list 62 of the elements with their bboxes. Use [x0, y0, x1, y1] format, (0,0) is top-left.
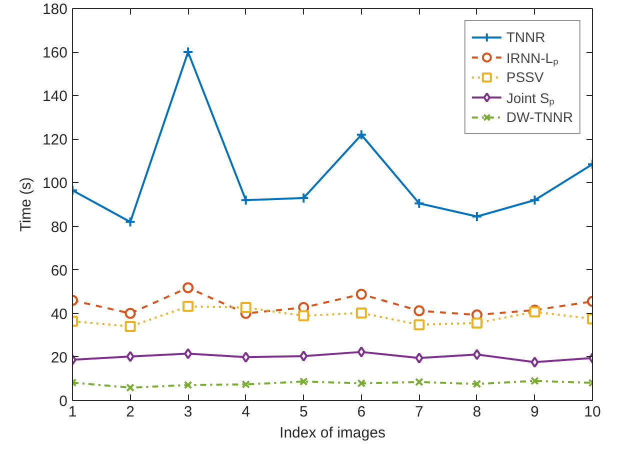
point [124, 320, 136, 332]
point [357, 346, 366, 358]
point [415, 352, 424, 364]
y-tick-label: 60 [50, 262, 68, 280]
x-tick-label: 5 [299, 404, 308, 420]
x-tick-label: 4 [242, 404, 250, 420]
point [356, 307, 367, 318]
point [414, 319, 425, 330]
point [530, 376, 539, 386]
x-tick-label: 10 [584, 404, 601, 420]
point [240, 194, 252, 206]
point [182, 46, 194, 58]
y-axis-title: Time (s) [17, 177, 34, 232]
point [414, 305, 425, 316]
legend-label: PSSV [506, 68, 544, 86]
point [299, 377, 308, 386]
x-tick-label: 2 [126, 404, 134, 420]
point [356, 288, 367, 300]
y-tick-label: 20 [50, 349, 68, 366]
point [242, 380, 250, 389]
point [414, 378, 424, 386]
point [298, 310, 310, 322]
point [357, 379, 366, 388]
point [124, 216, 136, 228]
point [300, 350, 308, 362]
x-tick-label: 3 [184, 404, 192, 420]
y-tick-label: 140 [42, 88, 68, 106]
y-tick-label: 120 [42, 132, 68, 149]
point [126, 351, 134, 362]
legend-label: TNNR [506, 28, 546, 46]
x-tick-label: 1 [68, 404, 77, 420]
y-tick-label: 160 [42, 44, 68, 62]
point [471, 210, 482, 222]
point [184, 380, 192, 390]
point [242, 352, 250, 363]
point [471, 317, 482, 328]
legend-label: DW-TNNR [506, 108, 573, 126]
y-tick-label: 80 [50, 218, 68, 236]
point [124, 308, 136, 319]
point [126, 383, 134, 392]
x-tick-label: 6 [357, 404, 366, 420]
y-tick-label: 0 [59, 393, 68, 410]
point [472, 380, 482, 388]
point [240, 302, 252, 314]
y-tick-label: 40 [50, 306, 68, 323]
y-tick-label: 100 [42, 175, 68, 192]
legend-label: Joint Sₚ [506, 88, 556, 106]
point [414, 198, 425, 209]
point [184, 348, 192, 360]
point [182, 300, 194, 312]
legend-label: IRNN-Lₚ [506, 48, 560, 66]
point [298, 192, 310, 204]
x-tick-label: 7 [414, 404, 424, 420]
point [530, 356, 539, 368]
point [356, 129, 367, 140]
y-tick-label: 180 [42, 1, 68, 18]
x-axis-title: Index of images [280, 424, 386, 442]
point [182, 282, 194, 294]
x-tick-label: 8 [472, 404, 482, 420]
point [529, 194, 540, 206]
point [472, 349, 481, 360]
x-tick-label: 9 [530, 404, 539, 420]
